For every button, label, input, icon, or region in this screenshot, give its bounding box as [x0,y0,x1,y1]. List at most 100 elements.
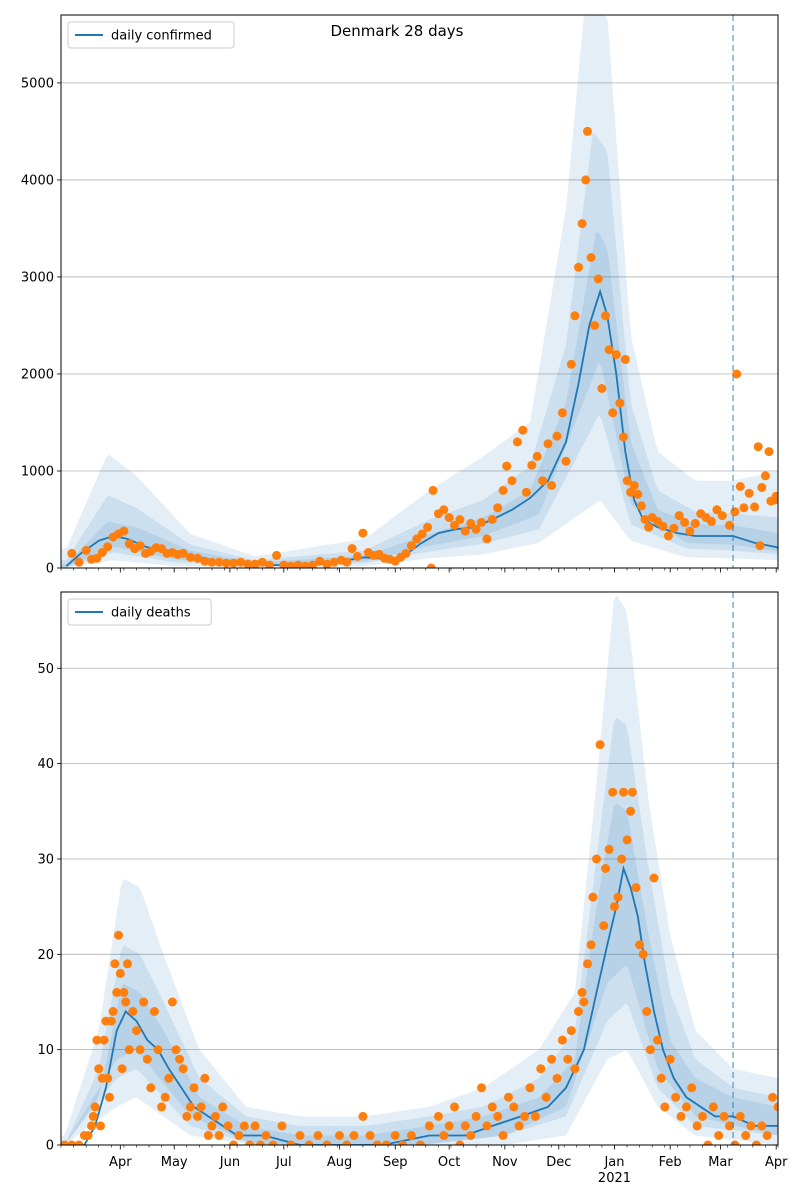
x-tick-label: Jun [219,1155,240,1170]
data-point [200,1073,210,1083]
data-point [577,987,587,997]
data-point [487,515,497,524]
data-point [608,787,618,797]
data-point [74,557,84,567]
band-outer [61,15,778,568]
data-point [200,556,210,566]
data-point [717,511,727,521]
data-point [265,560,274,568]
data-point [482,534,492,544]
data-point [656,1073,666,1083]
data-point [272,550,282,560]
legend: daily confirmed [67,21,235,49]
data-point [714,1131,724,1140]
series-line [64,865,778,1145]
x-tick-label: Apr [765,1155,788,1170]
data-point [579,997,589,1007]
data-point [455,515,465,524]
data-point [96,1121,105,1131]
data-point [635,940,645,950]
data-point [502,461,512,471]
data-point [613,892,623,902]
data-point [74,1140,84,1145]
y-tick-label: 2000 [21,367,54,382]
data-point [681,1102,691,1112]
data-point [680,517,690,527]
data-point [135,541,145,551]
data-point [520,1111,530,1121]
data-point [773,1102,778,1112]
data-point [601,864,610,873]
data-point [583,126,592,136]
data-point [514,1121,524,1131]
data-point [690,518,700,528]
x-tick-label: Nov [492,1155,518,1170]
data-point [622,476,632,486]
data-point [570,1064,580,1074]
data-point [574,1007,583,1016]
data-point [561,456,571,466]
legend-label: daily deaths [111,606,191,621]
data-point [665,1054,675,1064]
data-point [171,1045,181,1055]
data-point [164,1073,174,1083]
data-point [417,529,427,539]
x-year-label: 2021 [598,1171,631,1186]
data-point [128,1007,138,1016]
data-point [703,1140,713,1145]
data-point [741,1131,751,1140]
x-tick-label: Oct [438,1155,460,1170]
data-point [617,854,627,864]
data-point [117,1064,127,1074]
y-tick-label: 10 [37,1043,54,1058]
data-point [595,740,605,750]
data-point [236,557,246,567]
data-point [433,1111,443,1121]
band-outer [61,595,778,1145]
data-point [406,541,416,551]
data-point [631,883,641,893]
data-point [135,1045,145,1055]
data-point [649,873,659,883]
data-point [185,552,195,562]
data-point [592,854,601,864]
data-point [590,321,600,330]
data-point [415,1140,425,1145]
data-point [509,1102,519,1112]
data-point [547,481,557,490]
legend-box [67,21,235,49]
data-point [88,1111,98,1121]
data-point [353,551,362,561]
x-tick-label: Feb [659,1155,682,1170]
data-point [712,505,722,515]
data-point [308,560,318,568]
data-point [482,1121,492,1131]
data-point [610,902,619,912]
data-point [300,561,310,568]
band-middle [61,717,778,1145]
data-point [735,482,745,491]
data-point [124,1045,134,1055]
data-point [406,1131,416,1140]
data-point [229,1140,238,1145]
data-point [739,503,749,513]
data-point [645,1045,655,1055]
data-point [687,1083,697,1093]
data-point [123,959,132,969]
data-point [132,1026,141,1036]
data-point [557,408,567,418]
data-point [295,1131,305,1140]
data-point [771,491,778,501]
data-point [636,501,646,511]
y-tick-label: 5000 [21,76,54,91]
data-point [725,1121,734,1131]
data-point [762,1131,772,1140]
data-point [424,1121,434,1131]
axes-frame [60,14,779,569]
data-point [581,175,591,185]
data-point [622,835,632,845]
data-point [146,1083,156,1093]
x-tick-label: Dec [546,1155,571,1170]
data-point [257,557,267,567]
data-point [663,531,673,541]
